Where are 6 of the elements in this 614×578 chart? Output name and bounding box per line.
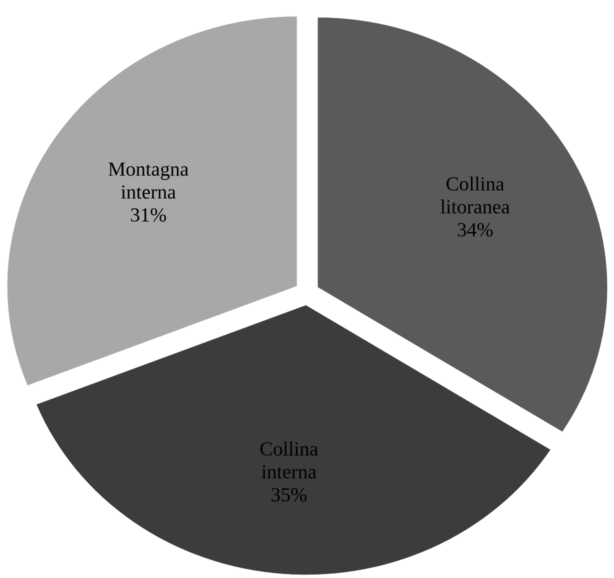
data-label: 35% bbox=[272, 488, 307, 502]
data-label: 31% bbox=[131, 208, 166, 222]
slice-label: Collina litoranea bbox=[440, 176, 510, 214]
slice-label: Montagna interna bbox=[108, 162, 188, 199]
data-label: 34% bbox=[458, 223, 493, 237]
slice-label: Collina interna bbox=[260, 442, 318, 479]
